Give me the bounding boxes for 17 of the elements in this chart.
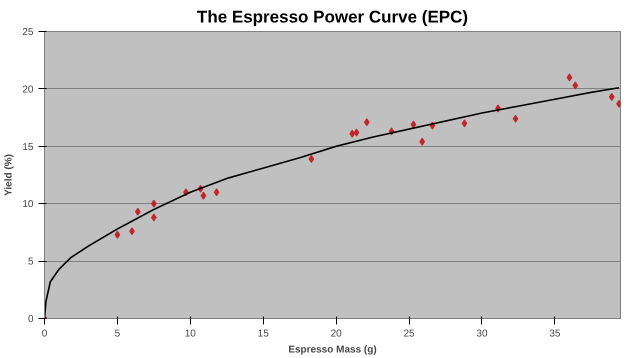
x-tick-label: 15 <box>258 328 270 340</box>
y-tick-label: 25 <box>22 27 34 38</box>
x-tick-label: 35 <box>549 328 561 340</box>
y-tick-label: 15 <box>22 142 34 153</box>
x-tick-label: 10 <box>184 328 196 340</box>
x-tick-label: 25 <box>403 328 416 340</box>
x-tick-label: 0 <box>42 328 48 340</box>
y-tick-label: 5 <box>28 256 34 268</box>
x-axis-title: Espresso Mass (g) <box>288 344 377 356</box>
y-axis-title: Yield (%) <box>3 154 14 196</box>
y-tick-label: 0 <box>28 314 34 325</box>
x-tick-label: 20 <box>330 328 342 340</box>
chart-title: The Espresso Power Curve (EPC) <box>196 8 468 26</box>
y-tick-label: 10 <box>22 199 34 210</box>
y-tick-label: 20 <box>22 84 34 96</box>
x-tick-label: 30 <box>476 328 488 340</box>
x-tick-label: 5 <box>114 328 121 340</box>
